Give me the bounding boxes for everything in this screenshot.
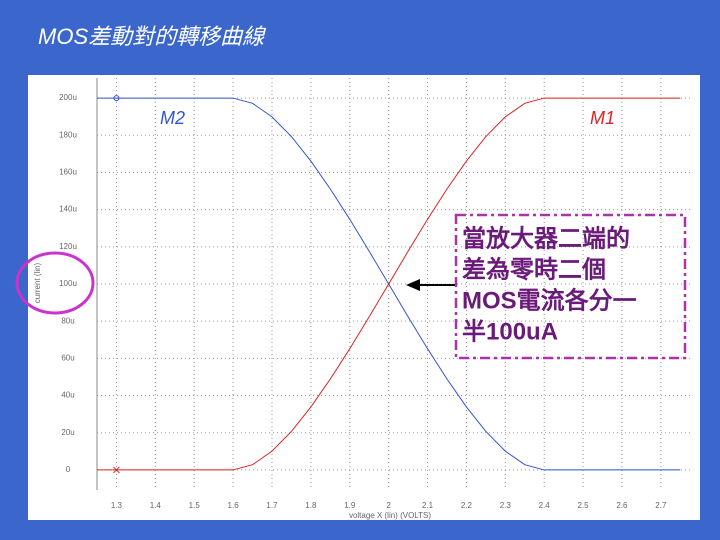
marker: [113, 466, 120, 474]
annotation-line: 差為零時二個: [462, 255, 606, 283]
x-tick-label: 2.1: [422, 501, 434, 510]
y-tick-label: 100u: [59, 279, 77, 288]
x-tick-label: 1.7: [266, 501, 278, 510]
x-tick-label: 2.5: [578, 501, 590, 510]
x-tick-label: 1.3: [111, 501, 123, 510]
annotation-line: 半100uA: [462, 318, 558, 345]
x-tick-label: 2.2: [461, 501, 473, 510]
x-tick-label: 2.6: [616, 501, 628, 510]
series-line: [97, 97, 681, 471]
y-tick-label: 60u: [61, 353, 74, 362]
chart-area: [28, 75, 700, 520]
y-tick-label: 140u: [59, 205, 77, 214]
x-axis-label: voltage X (lin) (VOLTS): [349, 511, 431, 520]
slide-title: MOS差動對的轉移曲線: [38, 24, 267, 49]
y-axis-label: current (lin): [33, 262, 42, 303]
y-tick-label: 160u: [59, 168, 77, 177]
highlight-circle: [15, 251, 95, 315]
y-tick-label: 80u: [61, 316, 74, 325]
series-label: M1: [590, 108, 615, 128]
x-tick-label: 2.3: [500, 501, 512, 510]
arrow-head: [406, 279, 420, 291]
y-tick-label: 120u: [59, 242, 77, 251]
marker: [113, 95, 120, 102]
annotation-line: 當放大器二端的: [462, 224, 630, 252]
y-tick-label: 200u: [59, 93, 77, 102]
y-tick-label: 20u: [61, 428, 74, 437]
x-tick-label: 2: [386, 501, 391, 510]
annotation-line: MOS電流各分一: [462, 286, 637, 314]
series-label: M2: [160, 108, 185, 128]
x-tick-label: 1.5: [189, 501, 201, 510]
y-tick-label: 180u: [59, 130, 77, 139]
y-tick-label: 0: [66, 465, 71, 474]
x-tick-label: 2.4: [539, 501, 551, 510]
x-tick-label: 2.7: [655, 501, 667, 510]
annotation-box: [454, 213, 687, 360]
x-tick-label: 1.8: [305, 501, 317, 510]
x-tick-label: 1.9: [344, 501, 356, 510]
x-tick-label: 1.6: [228, 501, 240, 510]
x-tick-label: 1.4: [150, 501, 162, 510]
plot: 0 20u 40u 60u 80u 100u 120u 140u 160u 180u 200u 1.3…: [33, 78, 690, 520]
y-tick-label: 40u: [61, 391, 74, 400]
